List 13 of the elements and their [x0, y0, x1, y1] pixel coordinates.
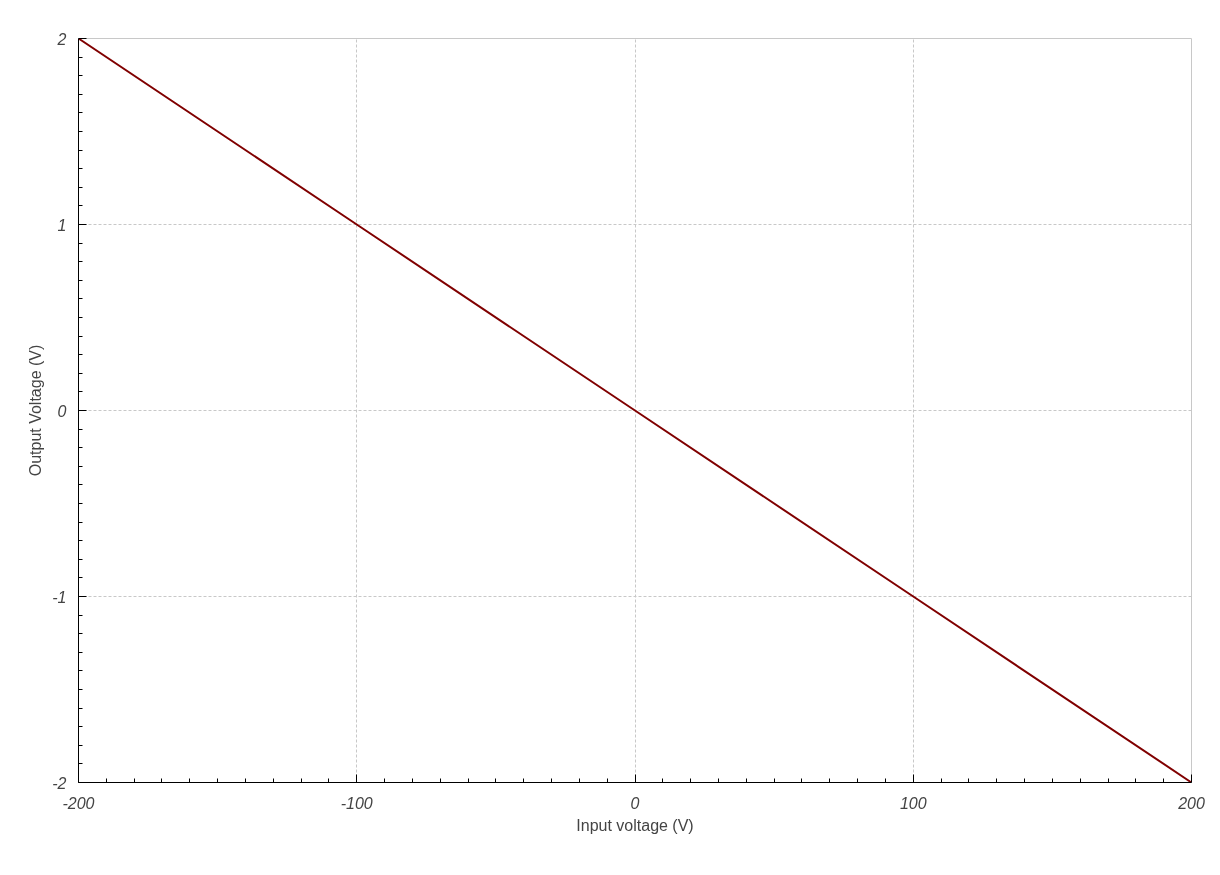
y-tick-label: -2 [52, 774, 67, 792]
x-axis-title: Input voltage (V) [576, 816, 694, 834]
y-axis-title: Output Voltage (V) [27, 344, 45, 477]
x-tick-label: 200 [1177, 794, 1205, 812]
x-tick-label: 0 [630, 794, 640, 812]
y-tick-label: 2 [56, 30, 67, 48]
x-tick-label: 100 [899, 794, 927, 812]
y-tick-label: 0 [57, 402, 67, 420]
x-tick-label: -200 [62, 794, 95, 812]
y-tick-label: -1 [52, 588, 67, 606]
y-tick-label: 1 [57, 216, 67, 234]
line-series [78, 38, 1192, 783]
x-tick-label: -100 [340, 794, 373, 812]
